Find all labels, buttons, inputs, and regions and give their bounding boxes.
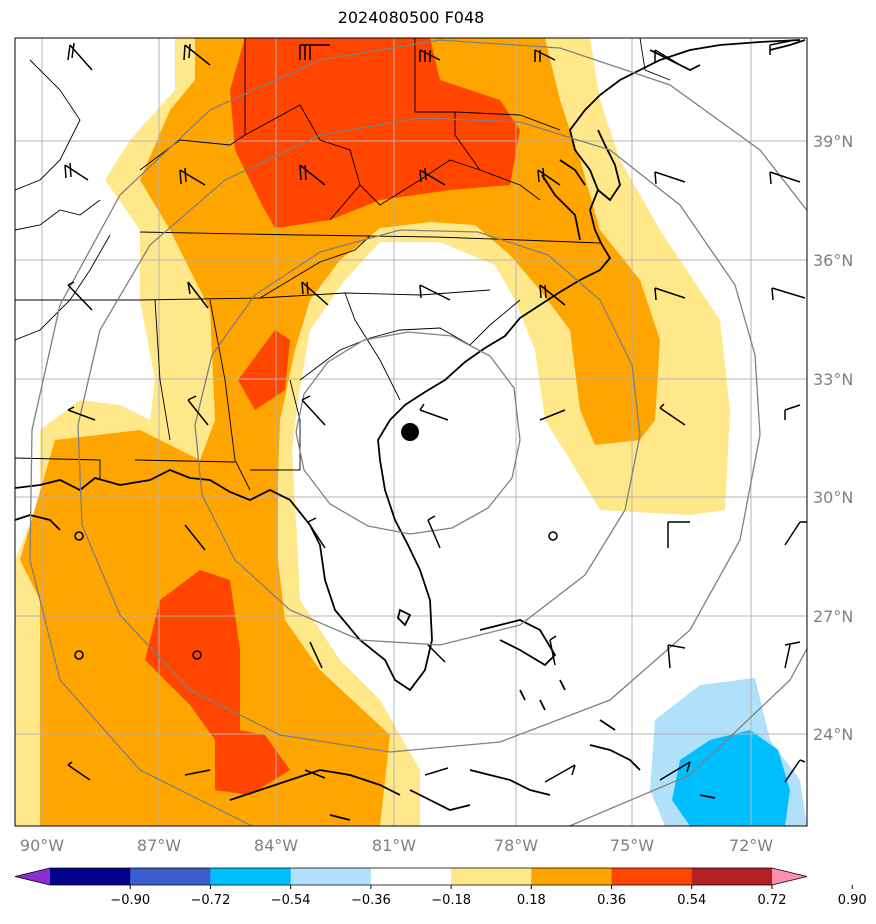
colorbar-segment xyxy=(691,868,773,885)
lon-label: 72°W xyxy=(729,836,773,855)
colorbar-segment xyxy=(451,868,532,885)
lon-label: 75°W xyxy=(610,836,654,855)
colorbar-extend-high xyxy=(772,868,807,885)
shading-negative xyxy=(650,678,807,826)
colorbar-segment xyxy=(130,868,211,885)
map-frame xyxy=(14,37,808,827)
colorbar-tick-label: −0.90 xyxy=(110,893,150,908)
distance-rings xyxy=(29,39,807,826)
map-title: 2024080500 F048 xyxy=(337,8,485,27)
colorbar-segment xyxy=(210,868,292,885)
latitude-labels: 39°N 36°N 33°N 30°N 27°N 24°N xyxy=(813,132,853,744)
colorbar-outline xyxy=(14,867,808,886)
colorbar-tick-label: 0.54 xyxy=(677,893,706,908)
lat-label: 27°N xyxy=(813,607,853,626)
storm-center-marker xyxy=(401,423,419,441)
lat-label: 24°N xyxy=(813,725,853,744)
colorbar-segment xyxy=(50,868,131,885)
colorbar-segment xyxy=(531,868,613,885)
colorbar-extend-low xyxy=(15,868,50,885)
colorbar-tick-label: −0.72 xyxy=(191,893,231,908)
colorbar-segment xyxy=(370,868,452,885)
colorbar-tick-label: 0.72 xyxy=(758,893,787,908)
lat-label: 36°N xyxy=(813,251,853,270)
lon-label: 90°W xyxy=(20,836,64,855)
state-borders xyxy=(15,38,671,491)
colorbar: −0.90 −0.72 −0.54 −0.36 −0.18 0.18 0.36 0.54 0.7… xyxy=(14,867,867,908)
lon-label: 87°W xyxy=(137,836,181,855)
colorbar-tick-label: 0.90 xyxy=(838,893,867,908)
shading-positive-high xyxy=(145,38,520,795)
colorbar-segment xyxy=(290,868,372,885)
lat-label: 33°N xyxy=(813,370,853,389)
colorbar-tick-label: 0.36 xyxy=(597,893,626,908)
colorbar-segment xyxy=(611,868,693,885)
lon-label: 84°W xyxy=(254,836,298,855)
colorbar-tick-label: −0.54 xyxy=(271,893,311,908)
colorbar-tick-label: −0.36 xyxy=(351,893,391,908)
map-panel xyxy=(15,38,807,826)
longitude-labels: 90°W 87°W 84°W 81°W 78°W 75°W 72°W xyxy=(20,836,773,855)
colorbar-tick-label: 0.18 xyxy=(517,893,546,908)
lon-label: 78°W xyxy=(494,836,538,855)
wind-barbs xyxy=(64,39,807,783)
lon-label: 81°W xyxy=(372,836,416,855)
lat-label: 39°N xyxy=(813,132,853,151)
coastlines xyxy=(15,39,806,821)
lat-label: 30°N xyxy=(813,488,853,507)
colorbar-tick-label: −0.18 xyxy=(431,893,471,908)
graticule xyxy=(15,38,807,826)
